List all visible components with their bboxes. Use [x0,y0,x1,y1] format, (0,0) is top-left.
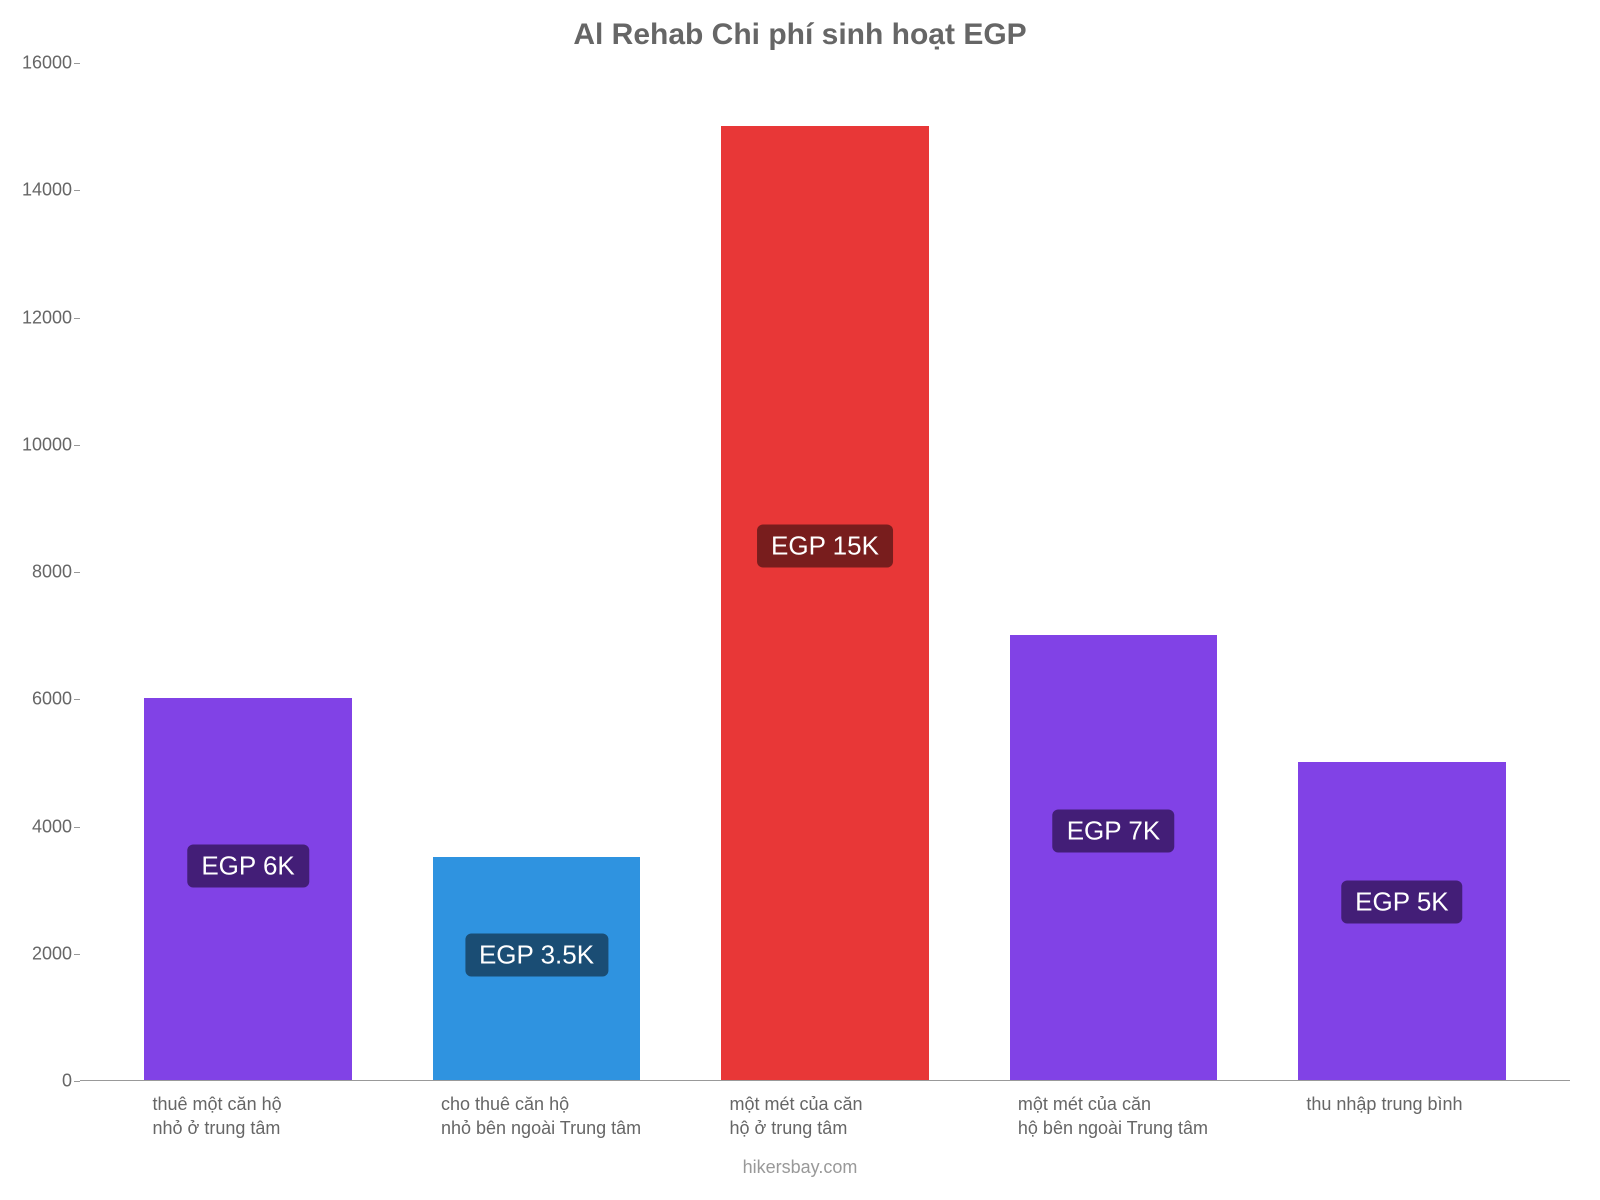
credit-text: hikersbay.com [0,1157,1600,1178]
bar-avg-income-slot: EGP 5Kthu nhập trung bình [1258,62,1546,1080]
bar-avg-income-value-badge: EGP 5K [1341,880,1462,923]
bar-sqm-outside-xlabel: một mét của căn hộ bên ngoài Trung tâm [1018,1092,1208,1141]
bar-rent-small-center-slot: EGP 6Kthuê một căn hộ nhỏ ở trung tâm [104,62,392,1080]
bar-sqm-outside [1010,635,1218,1080]
bar-sqm-center [721,126,929,1080]
bar-sqm-center-value-badge: EGP 15K [757,524,893,567]
bar-rent-small-outside-value-badge: EGP 3.5K [465,934,608,977]
chart-container: Al Rehab Chi phí sinh hoạt EGP EGP 6Kthu… [0,0,1600,1200]
y-tick-label: 4000 [32,816,72,837]
bar-sqm-outside-slot: EGP 7Kmột mét của căn hộ bên ngoài Trung… [969,62,1257,1080]
y-tick-label: 8000 [32,562,72,583]
y-tick-label: 10000 [22,434,72,455]
bar-rent-small-outside-xlabel: cho thuê căn hộ nhỏ bên ngoài Trung tâm [441,1092,641,1141]
y-tick-label: 2000 [32,943,72,964]
y-tick-label: 0 [62,1071,72,1092]
bar-sqm-center-xlabel: một mét của căn hộ ở trung tâm [729,1092,862,1141]
y-tick-label: 16000 [22,53,72,74]
y-tick-label: 14000 [22,180,72,201]
bar-rent-small-outside-slot: EGP 3.5Kcho thuê căn hộ nhỏ bên ngoài Tr… [392,62,680,1080]
bar-sqm-center-slot: EGP 15Kmột mét của căn hộ ở trung tâm [681,62,969,1080]
plot-area: EGP 6Kthuê một căn hộ nhỏ ở trung tâmEGP… [80,63,1570,1081]
chart-title: Al Rehab Chi phí sinh hoạt EGP [0,18,1600,52]
bar-sqm-outside-value-badge: EGP 7K [1053,809,1174,852]
bars-layer: EGP 6Kthuê một căn hộ nhỏ ở trung tâmEGP… [80,63,1570,1080]
bar-rent-small-center-value-badge: EGP 6K [187,845,308,888]
bar-rent-small-center-xlabel: thuê một căn hộ nhỏ ở trung tâm [153,1092,282,1141]
bar-rent-small-center [144,698,352,1080]
y-tick-label: 12000 [22,307,72,328]
bar-avg-income-xlabel: thu nhập trung bình [1306,1092,1462,1116]
y-tick-label: 6000 [32,689,72,710]
